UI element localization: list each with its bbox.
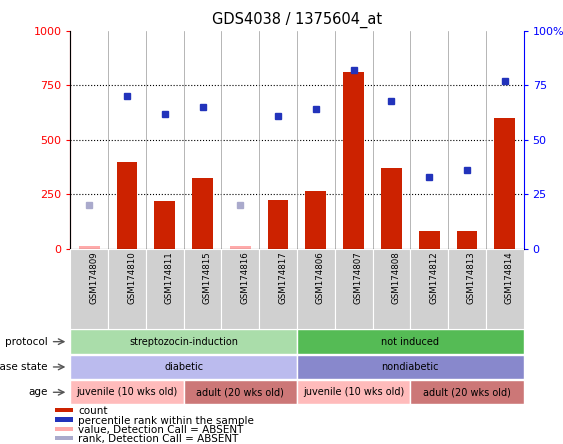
Bar bbox=[70, 329, 297, 354]
Text: value, Detection Call = ABSENT: value, Detection Call = ABSENT bbox=[78, 425, 243, 435]
Text: disease state: disease state bbox=[0, 362, 48, 372]
Text: GSM174816: GSM174816 bbox=[240, 251, 249, 304]
Text: age: age bbox=[29, 387, 48, 397]
Text: GSM174806: GSM174806 bbox=[316, 251, 325, 304]
Text: juvenile (10 wks old): juvenile (10 wks old) bbox=[303, 387, 404, 397]
Text: count: count bbox=[78, 406, 108, 416]
Bar bbox=[146, 249, 184, 329]
Text: GSM174817: GSM174817 bbox=[278, 251, 287, 304]
Text: GSM174815: GSM174815 bbox=[203, 251, 212, 304]
Bar bbox=[419, 231, 440, 249]
Bar bbox=[55, 427, 73, 431]
Text: GSM174811: GSM174811 bbox=[165, 251, 174, 304]
Bar bbox=[154, 201, 175, 249]
Bar bbox=[55, 408, 73, 412]
Bar bbox=[268, 200, 288, 249]
Bar bbox=[381, 168, 402, 249]
Bar bbox=[70, 249, 108, 329]
Bar bbox=[297, 380, 410, 404]
Text: GSM174813: GSM174813 bbox=[467, 251, 476, 304]
Text: juvenile (10 wks old): juvenile (10 wks old) bbox=[77, 387, 178, 397]
Text: streptozocin-induction: streptozocin-induction bbox=[129, 337, 238, 347]
Bar bbox=[184, 380, 297, 404]
Bar bbox=[335, 249, 373, 329]
Text: diabetic: diabetic bbox=[164, 362, 203, 372]
Bar bbox=[457, 231, 477, 249]
Text: percentile rank within the sample: percentile rank within the sample bbox=[78, 416, 254, 426]
Bar bbox=[108, 249, 146, 329]
Bar bbox=[55, 417, 73, 422]
Text: GSM174810: GSM174810 bbox=[127, 251, 136, 304]
Title: GDS4038 / 1375604_at: GDS4038 / 1375604_at bbox=[212, 12, 382, 28]
Text: adult (20 wks old): adult (20 wks old) bbox=[423, 387, 511, 397]
Bar bbox=[259, 249, 297, 329]
Bar bbox=[297, 329, 524, 354]
Bar bbox=[410, 380, 524, 404]
Bar bbox=[70, 380, 184, 404]
Bar bbox=[297, 355, 524, 379]
Text: adult (20 wks old): adult (20 wks old) bbox=[196, 387, 284, 397]
Bar bbox=[79, 246, 100, 249]
Bar bbox=[192, 178, 213, 249]
Bar bbox=[306, 191, 326, 249]
Bar bbox=[221, 249, 259, 329]
Text: protocol: protocol bbox=[5, 337, 48, 347]
Text: GSM174812: GSM174812 bbox=[429, 251, 438, 304]
Bar bbox=[117, 162, 137, 249]
Bar bbox=[70, 355, 297, 379]
Bar bbox=[494, 118, 515, 249]
Bar bbox=[297, 249, 335, 329]
Bar bbox=[230, 246, 251, 249]
Bar bbox=[343, 72, 364, 249]
Text: GSM174807: GSM174807 bbox=[354, 251, 363, 304]
Bar bbox=[373, 249, 410, 329]
Bar bbox=[448, 249, 486, 329]
Text: GSM174814: GSM174814 bbox=[504, 251, 513, 304]
Text: GSM174809: GSM174809 bbox=[90, 251, 99, 304]
Text: not induced: not induced bbox=[381, 337, 439, 347]
Text: GSM174808: GSM174808 bbox=[391, 251, 400, 304]
Bar bbox=[410, 249, 448, 329]
Bar bbox=[55, 436, 73, 440]
Text: rank, Detection Call = ABSENT: rank, Detection Call = ABSENT bbox=[78, 434, 238, 444]
Bar bbox=[486, 249, 524, 329]
Bar bbox=[184, 249, 221, 329]
Text: nondiabetic: nondiabetic bbox=[382, 362, 439, 372]
